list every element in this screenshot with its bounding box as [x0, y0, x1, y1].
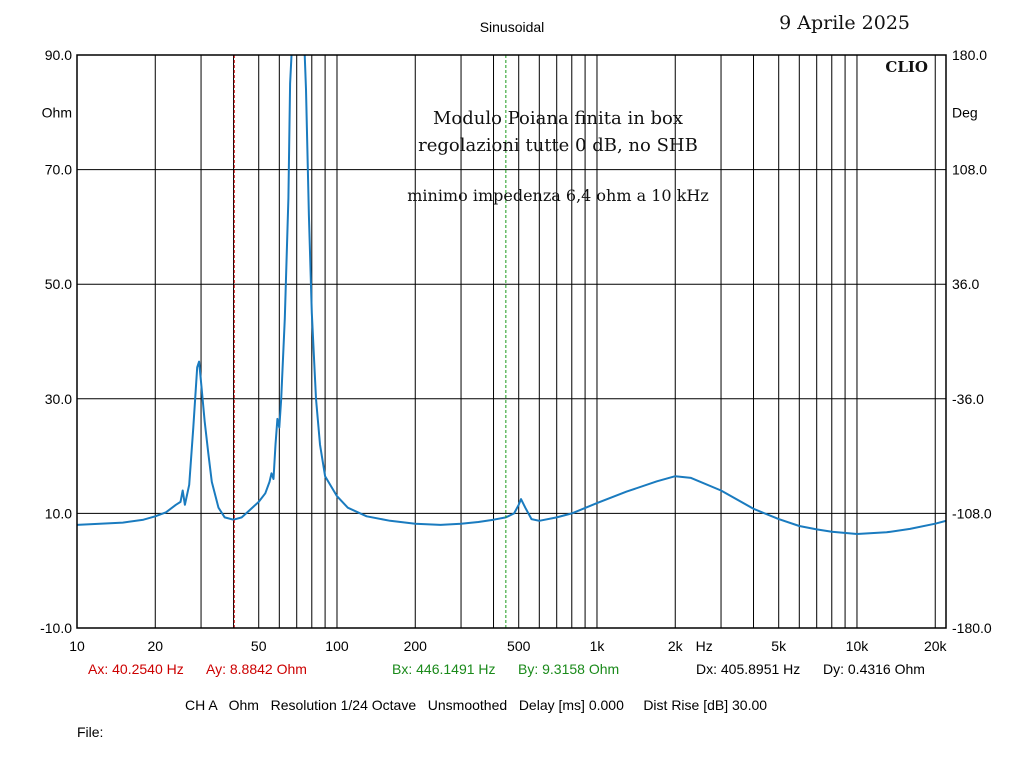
- y2-tick-label: -180.0: [952, 620, 992, 636]
- y2-tick-label: -108.0: [952, 505, 992, 521]
- plot-frame: [76, 54, 947, 629]
- y-tick-label: 10.0: [45, 505, 72, 521]
- x-tick-label: 10k: [846, 638, 870, 654]
- x-tick-label: 5k: [771, 638, 787, 654]
- annotation-line-3: minimo impedenza 6,4 ohm a 10 kHz: [407, 186, 709, 205]
- cursor-a-x: Ax: 40.2540 Hz: [88, 661, 184, 677]
- x-tick-label: 500: [507, 638, 531, 654]
- y-tick-label: 90.0: [45, 47, 72, 63]
- y-tick-label: -10.0: [40, 620, 72, 636]
- cursor-b-x: Bx: 446.1491 Hz: [392, 661, 496, 677]
- x-tick-label: 100: [325, 638, 349, 654]
- x-axis-unit: Hz: [696, 638, 713, 654]
- x-tick-label: 20: [147, 638, 163, 654]
- x-tick-label: 20k: [924, 638, 948, 654]
- annotation-line-1: Modulo Poiana finita in box: [433, 108, 683, 129]
- measurement-settings: CH A Ohm Resolution 1/24 Octave Unsmooth…: [185, 697, 768, 713]
- axis-ticks: 90.0 70.0 50.0 30.0 10.0 -10.0 180.0 108.0 36.0 -…: [40, 47, 992, 654]
- y2-tick-label: 36.0: [952, 276, 979, 292]
- cursor-b-y: By: 9.3158 Ohm: [518, 661, 620, 677]
- plot-grid: [77, 55, 946, 628]
- chart-date: 9 Aprile 2025: [779, 12, 910, 34]
- y-tick-label: 30.0: [45, 391, 72, 407]
- delta-x: Dx: 405.8951 Hz: [696, 661, 801, 677]
- cursor-a-y: Ay: 8.8842 Ohm: [206, 661, 307, 677]
- impedance-curve: [77, 55, 946, 535]
- annotation-line-2: regolazioni tutte 0 dB, no SHB: [418, 135, 698, 156]
- y-tick-label: 50.0: [45, 276, 72, 292]
- brand-logo: CLIO: [885, 58, 928, 76]
- file-label: File:: [77, 724, 104, 740]
- y2-tick-label: 180.0: [952, 47, 987, 63]
- chart-mode-title: Sinusoidal: [480, 19, 545, 35]
- x-tick-label: 200: [404, 638, 428, 654]
- x-tick-label: 50: [251, 638, 267, 654]
- x-tick-label: 1k: [590, 638, 606, 654]
- y-axis-label: Ohm: [42, 104, 72, 120]
- y2-tick-label: -36.0: [952, 391, 984, 407]
- cursor-layer: [233, 55, 507, 628]
- y2-tick-label: 108.0: [952, 162, 987, 178]
- x-tick-label: 10: [69, 638, 85, 654]
- x-tick-label: 2k: [668, 638, 684, 654]
- y-tick-label: 70.0: [45, 162, 72, 178]
- y2-axis-label: Deg: [952, 104, 978, 120]
- delta-y: Dy: 0.4316 Ohm: [823, 661, 925, 677]
- impedance-curve-layer: [77, 55, 946, 535]
